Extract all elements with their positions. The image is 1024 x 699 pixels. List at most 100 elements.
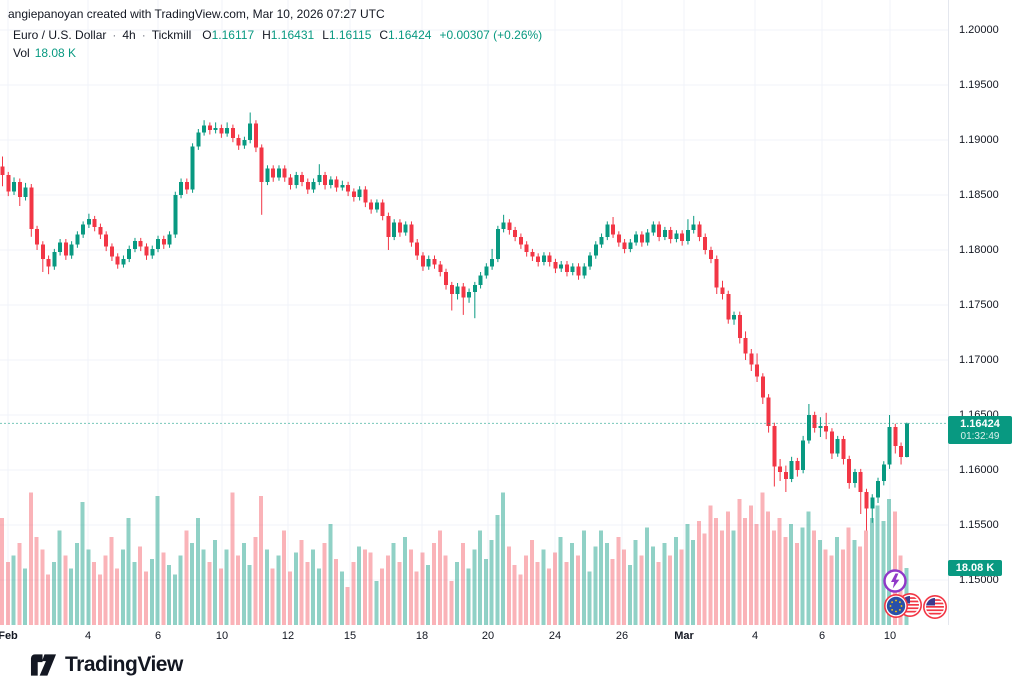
volume-bar <box>639 555 644 625</box>
volume-bar <box>645 527 650 625</box>
candle-body <box>144 246 149 256</box>
candle-body <box>242 140 247 146</box>
volume-bar <box>766 511 771 625</box>
candle-body <box>570 266 575 272</box>
volume-bar <box>230 492 235 625</box>
volume-bar <box>397 562 402 625</box>
volume-bar <box>679 549 684 625</box>
eu-flag-event-icon[interactable] <box>883 593 909 619</box>
volume-label: Vol <box>13 46 30 60</box>
candle-body <box>876 481 881 498</box>
time-axis[interactable]: Feb 4 6 10 12 15 18 20 24 26 Mar 4 6 10 <box>0 625 1024 648</box>
open-value: O1.16117 <box>202 28 255 42</box>
candle-body <box>432 258 437 265</box>
candle-body <box>340 185 345 188</box>
candle-body <box>167 234 172 245</box>
candle-body <box>714 258 719 288</box>
volume-bar <box>155 495 160 625</box>
volume-bar <box>506 546 511 625</box>
volume-bar <box>875 505 880 625</box>
volume-bar <box>789 524 794 625</box>
candle-body <box>276 168 281 178</box>
volume-bar <box>483 558 488 625</box>
candle-body <box>789 461 794 479</box>
candle-body <box>847 459 852 484</box>
volume-bar <box>224 549 229 625</box>
price-axis[interactable]: 1.20000 1.19500 1.19000 1.18500 1.18000 1.175… <box>948 0 1024 648</box>
volume-bar <box>650 546 655 625</box>
volume-bar <box>696 521 701 625</box>
candle-body <box>732 314 737 320</box>
volume-bar <box>80 502 85 625</box>
volume-bar <box>501 492 506 625</box>
candle-body <box>726 294 731 320</box>
volume-bar <box>570 543 575 625</box>
volume-bar <box>673 536 678 625</box>
last-price-value: 1.16424 <box>960 418 1000 430</box>
candle-body <box>115 256 120 265</box>
candle-body <box>127 248 132 259</box>
time-axis-label: 6 <box>154 630 162 642</box>
candle-body <box>564 264 569 272</box>
volume-bar <box>420 552 425 625</box>
time-axis-label: 4 <box>84 630 92 642</box>
volume-bar <box>685 524 690 625</box>
volume-bar <box>40 549 45 625</box>
volume-bar <box>864 530 868 625</box>
volume-bar <box>126 517 131 625</box>
candle-body <box>501 222 506 230</box>
volume-bar <box>846 527 851 625</box>
candle-body <box>755 364 760 377</box>
volume-bar <box>109 536 114 625</box>
volume-bar <box>593 546 598 625</box>
time-axis-label: 10 <box>215 630 229 642</box>
tradingview-logo[interactable]: TradingView <box>30 653 183 677</box>
candle-body <box>818 426 823 429</box>
us-flag-event-icon-2[interactable] <box>922 594 948 620</box>
volume-bar <box>777 517 782 625</box>
volume-bar <box>432 543 436 625</box>
candle-body <box>236 137 241 146</box>
candle-body <box>576 266 581 276</box>
price-axis-label: 1.15000 <box>959 574 999 586</box>
candle-body <box>346 185 351 192</box>
volume-bar <box>587 571 592 625</box>
candle-body <box>52 252 57 267</box>
candle-body <box>438 264 443 272</box>
candle-body <box>190 146 195 190</box>
volume-bar <box>328 524 333 625</box>
candle-body <box>351 191 356 198</box>
flash-event-icon[interactable] <box>882 568 908 594</box>
candle-body <box>334 179 339 188</box>
volume-bar <box>627 565 632 625</box>
volume-bar <box>529 539 534 625</box>
time-axis-label: 12 <box>281 630 295 642</box>
candle-body <box>311 181 316 190</box>
volume-bar <box>57 530 62 625</box>
volume-bar <box>892 511 897 625</box>
candle-body <box>772 426 777 467</box>
candle-body <box>121 258 126 265</box>
volume-bar <box>120 549 125 625</box>
price-axis-label: 1.18500 <box>959 189 999 201</box>
volume-bar <box>541 549 546 625</box>
candle-body <box>300 175 305 182</box>
candle-body <box>363 189 368 203</box>
volume-bar <box>380 568 385 625</box>
volume-bar <box>51 562 56 625</box>
volume-bar <box>115 568 120 625</box>
volume-bar <box>339 571 344 625</box>
candle-body <box>766 397 771 426</box>
candle-body <box>369 202 374 210</box>
volume-bar <box>748 505 753 625</box>
candle-body <box>743 338 748 354</box>
volume-bar <box>760 492 765 625</box>
candle-body <box>403 224 408 233</box>
candle-body <box>852 472 857 484</box>
volume-bar <box>69 568 74 625</box>
candle-body <box>737 314 742 338</box>
volume-bar <box>443 555 448 625</box>
candle-body <box>478 275 483 286</box>
candle-body <box>248 123 253 140</box>
